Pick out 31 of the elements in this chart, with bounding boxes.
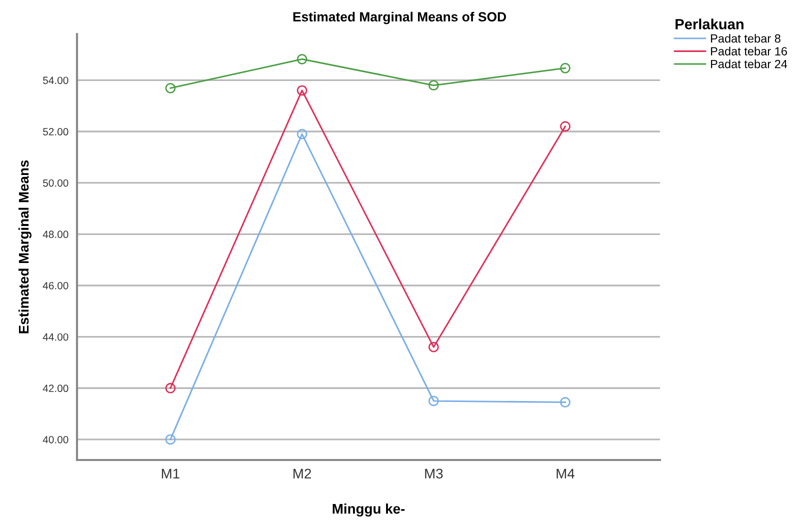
point (428, 342, 439, 352)
point (165, 434, 176, 445)
y-tick-label: 48.00 (42, 230, 68, 238)
legend-label: Padat tebar 16 (711, 46, 787, 56)
x-tick-label: M1 (162, 468, 180, 478)
chart-title: Estimated Marginal Means of SOD (293, 12, 506, 24)
y-tick-label: 50.00 (43, 179, 68, 187)
point (560, 121, 570, 132)
point (296, 54, 308, 64)
legend-title: Perlakuan (676, 18, 744, 30)
x-tick-label: M4 (556, 468, 574, 478)
y-axis-title: Estimated Marginal Means (18, 160, 32, 334)
legend-label: Padat tebar 8 (711, 34, 780, 43)
y-tick-label: 40.00 (42, 436, 68, 444)
point (428, 396, 439, 406)
y-tick-label: 52.00 (43, 128, 68, 136)
point (560, 397, 570, 408)
x-tick-label: M2 (294, 468, 311, 478)
point (560, 62, 570, 74)
y-tick-label: 42.00 (42, 384, 68, 392)
y-tick-label: 44.00 (42, 333, 68, 341)
x-tick-label: M3 (425, 468, 443, 479)
x-axis-title: Minggu ke- (332, 504, 405, 517)
point (165, 382, 176, 394)
legend-label: Padat tebar 24 (711, 60, 788, 68)
point (165, 82, 176, 94)
point (428, 80, 439, 91)
point (296, 128, 308, 140)
point (296, 85, 308, 96)
y-tick-label: 54.00 (43, 76, 68, 84)
y-tick-label: 46.00 (42, 282, 68, 290)
